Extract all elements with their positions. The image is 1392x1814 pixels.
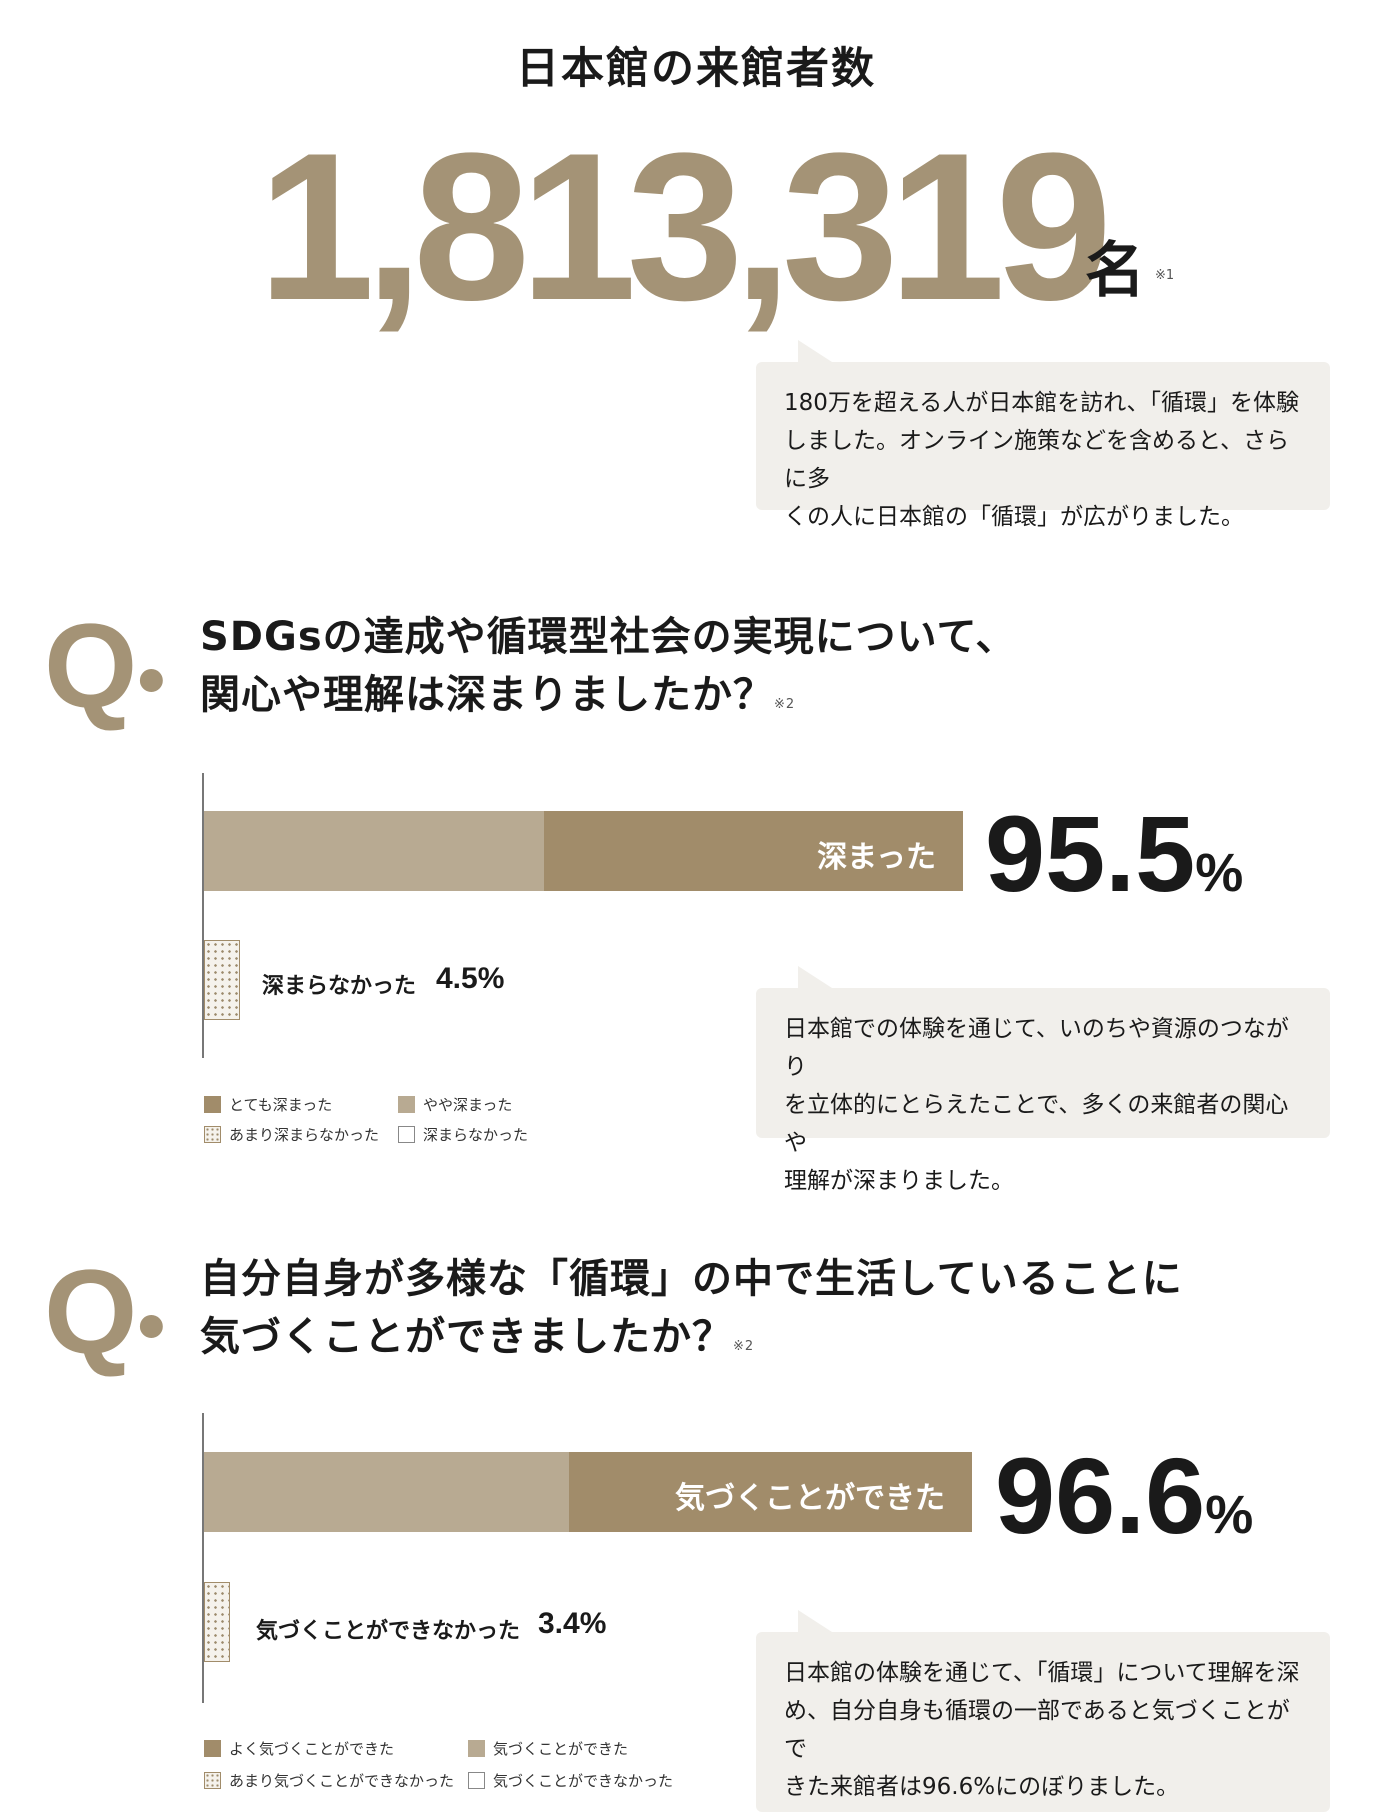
chart-2-bar-label: 気づくことができた <box>675 1481 945 1516</box>
summary-callout: 180万を超える人が日本館を訪れ、「循環」を体験 しました。オンライン施策などを… <box>756 340 1330 530</box>
footnote-mark-1: ※1 <box>1155 268 1175 283</box>
q-marker-letter: Q <box>44 599 138 733</box>
chart-1-percent-sign: % <box>1195 843 1244 903</box>
q-marker-icon: Q• <box>44 606 165 726</box>
question-2-line2: 気づくことができましたか？ <box>200 1314 733 1360</box>
q-marker-dot: • <box>137 635 166 724</box>
chart-2-callout-text: 日本館の体験を通じて、「循環」について理解を深 め、自分自身も循環の一部であると… <box>784 1660 1300 1800</box>
chart-1-callout: 日本館での体験を通じて、いのちや資源のつながり を立体的にとらえたことで、多くの… <box>756 966 1330 1194</box>
footnote-mark-2: ※2 <box>733 1339 755 1354</box>
q-marker-dot: • <box>137 1281 166 1370</box>
page-title: 日本館の来館者数 <box>516 44 876 94</box>
chart-2-main-value: 96.6% <box>995 1442 1253 1550</box>
chart-1-minor-value: 4.5% <box>436 962 505 995</box>
chart-1-bar-very <box>544 811 963 891</box>
question-1: SDGsの達成や循環型社会の実現について、 関心や理解は深まりましたか？※2 <box>200 608 1016 734</box>
question-2-line1: 自分自身が多様な「循環」の中で生活していることに <box>200 1256 1183 1302</box>
legend-swatch <box>204 1096 221 1113</box>
chart-2-main-number: 96.6 <box>995 1435 1206 1556</box>
q-marker-letter: Q <box>44 1245 138 1379</box>
visitor-count: 1,813,319 <box>258 109 1112 344</box>
legend-label: 気づくことができなかった <box>493 1772 674 1790</box>
chart-1-legend-3: あまり深まらなかった <box>204 1124 379 1145</box>
legend-label: よく気づくことができた <box>229 1740 395 1758</box>
legend-label: やや深まった <box>423 1096 513 1114</box>
chart-2-legend-4: 気づくことができなかった <box>468 1770 673 1791</box>
q-marker-icon: Q• <box>44 1252 165 1372</box>
chart-2-bar-very <box>569 1452 972 1532</box>
legend-label: 気づくことができた <box>493 1740 629 1758</box>
chart-2-legend-2: 気づくことができた <box>468 1738 628 1759</box>
legend-label: とても深まった <box>229 1096 333 1114</box>
legend-swatch <box>398 1096 415 1113</box>
visitor-unit: 名 <box>1085 236 1145 306</box>
question-1-line2: 関心や理解は深まりましたか？ <box>200 672 774 718</box>
chart-1-main-number: 95.5 <box>985 793 1196 914</box>
chart-2-minor-label: 気づくことができなかった <box>256 1619 521 1644</box>
legend-swatch <box>468 1772 485 1789</box>
footnote-mark-2: ※2 <box>774 697 796 712</box>
legend-label: あまり深まらなかった <box>229 1126 380 1144</box>
question-1-line1: SDGsの達成や循環型社会の実現について、 <box>200 614 1017 660</box>
chart-2-axis <box>202 1413 204 1703</box>
chart-2-percent-sign: % <box>1205 1485 1254 1545</box>
legend-label: 深まらなかった <box>423 1126 529 1144</box>
chart-2-callout: 日本館の体験を通じて、「循環」について理解を深 め、自分自身も循環の一部であると… <box>756 1610 1330 1812</box>
chart-2-bar-somewhat <box>204 1452 569 1532</box>
chart-2-bar-not <box>204 1582 230 1662</box>
chart-2-minor-value: 3.4% <box>538 1607 607 1640</box>
chart-1-bar-somewhat <box>204 811 544 891</box>
chart-2-legend-3: あまり気づくことができなかった <box>204 1770 454 1791</box>
legend-swatch <box>204 1126 221 1143</box>
chart-1-minor-label: 深まらなかった <box>262 974 417 999</box>
chart-1-bar-label: 深まった <box>817 840 936 875</box>
chart-1-legend-1: とても深まった <box>204 1094 332 1115</box>
chart-2-legend-1: よく気づくことができた <box>204 1738 394 1759</box>
chart-1-legend-4: 深まらなかった <box>398 1124 528 1145</box>
chart-1-legend-2: やや深まった <box>398 1094 512 1115</box>
legend-swatch <box>398 1126 415 1143</box>
legend-swatch <box>204 1772 221 1789</box>
chart-1-main-value: 95.5% <box>985 800 1243 908</box>
legend-swatch <box>468 1740 485 1757</box>
chart-1-axis <box>202 773 204 1058</box>
question-2: 自分自身が多様な「循環」の中で生活していることに 気づくことができましたか？※2 <box>200 1250 1183 1376</box>
chart-1-callout-text: 日本館での体験を通じて、いのちや資源のつながり を立体的にとらえたことで、多くの… <box>784 1016 1289 1194</box>
legend-label: あまり気づくことができなかった <box>229 1772 455 1790</box>
summary-callout-text: 180万を超える人が日本館を訪れ、「循環」を体験 しました。オンライン施策などを… <box>784 390 1299 530</box>
chart-1-bar-not <box>204 940 240 1020</box>
legend-swatch <box>204 1740 221 1757</box>
